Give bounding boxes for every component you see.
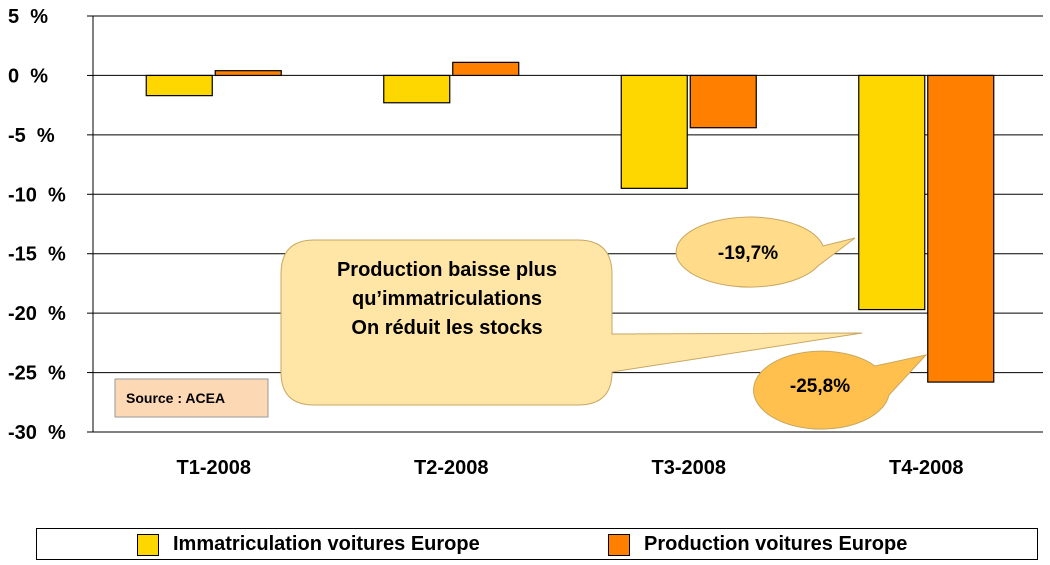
callout-production-label: -25,8% [790, 376, 850, 397]
bar-immatriculation-t4-2008 [858, 74, 926, 311]
legend: Immatriculation voitures Europe Producti… [36, 528, 1038, 560]
y-tick-label: -5 % [8, 125, 55, 147]
x-axis-categories: T1-2008 T2-2008 T3-2008 T4-2008 [177, 457, 964, 479]
bars [145, 61, 995, 383]
source-box: Source : ACEA [114, 378, 269, 418]
legend-swatch-immatriculation [137, 533, 159, 556]
bar-production-t3-2008 [689, 74, 757, 129]
source-label: Source : ACEA [126, 390, 225, 406]
y-tick-label: -30 % [8, 422, 66, 444]
x-category-label: T2-2008 [414, 457, 489, 479]
callout-production: -25,8% [753, 350, 928, 430]
note-callout-shape [280, 239, 863, 406]
callout-immatriculation-shape [675, 216, 856, 288]
y-axis-ticks: 5 % 0 % -5 % -10 % -15 % -20 % -25 % -30 % [8, 6, 93, 444]
callout-immatriculation: -19,7% [675, 216, 856, 288]
y-tick-label: -20 % [8, 303, 66, 325]
y-tick-label: 0 % [8, 65, 48, 87]
bar-production-t4-2008 [927, 74, 995, 383]
x-category-label: T4-2008 [889, 457, 964, 479]
x-category-label: T3-2008 [652, 457, 727, 479]
bar-immatriculation-t3-2008 [620, 74, 688, 189]
y-tick-label: 5 % [8, 6, 48, 28]
legend-item-immatriculation: Immatriculation voitures Europe [137, 533, 480, 556]
bar-immatriculation-t1-2008 [145, 74, 213, 97]
bar-production-t1-2008 [214, 70, 282, 77]
bar-immatriculation-t2-2008 [383, 74, 451, 104]
legend-item-production: Production voitures Europe [608, 533, 907, 556]
y-tick-label: -25 % [8, 363, 66, 385]
callout-production-shape [753, 350, 928, 430]
source-box-shape [114, 378, 269, 418]
note-callout: Production baisse plus qu’immatriculatio… [280, 239, 863, 406]
callout-immatriculation-label: -19,7% [718, 243, 778, 264]
legend-label-immatriculation: Immatriculation voitures Europe [173, 533, 480, 555]
bar-chart: 5 % 0 % -5 % -10 % -15 % -20 % -25 % -30 % T1-2… [8, 6, 1043, 479]
y-tick-label: -15 % [8, 244, 66, 266]
x-category-label: T1-2008 [177, 457, 252, 479]
legend-label-production: Production voitures Europe [644, 533, 908, 555]
y-tick-label: -10 % [8, 184, 66, 206]
note-line-1: Production baisse plus [337, 259, 557, 281]
note-line-2: qu’immatriculations [352, 288, 542, 310]
note-line-3: On réduit les stocks [351, 317, 542, 339]
legend-swatch-production [608, 533, 630, 556]
bar-production-t2-2008 [452, 61, 520, 77]
